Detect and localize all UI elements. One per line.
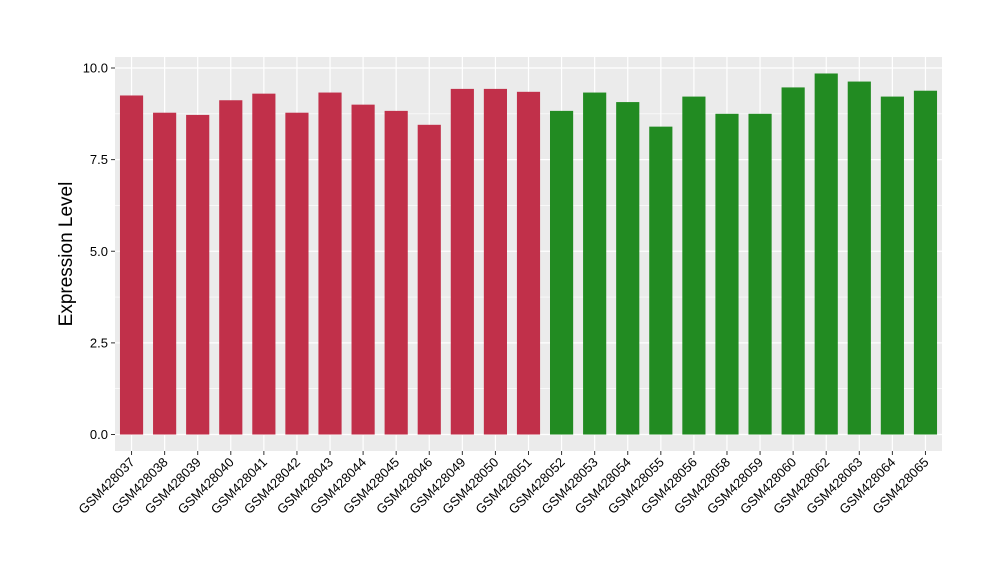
bar xyxy=(748,113,772,435)
bar xyxy=(814,73,838,435)
bar xyxy=(516,91,541,435)
bar xyxy=(880,96,904,435)
y-tick-label: 2.5 xyxy=(90,335,108,350)
bar xyxy=(153,112,177,435)
x-axis: GSM428037GSM428038GSM428039GSM428040GSM4… xyxy=(75,451,932,517)
bar xyxy=(384,110,408,435)
bar xyxy=(715,113,739,435)
bar xyxy=(550,110,574,435)
bar xyxy=(417,124,441,435)
y-tick-label: 10.0 xyxy=(83,60,108,75)
y-axis-title: Expression Level xyxy=(56,182,77,327)
bar xyxy=(219,100,243,435)
y-tick-label: 7.5 xyxy=(90,152,108,167)
y-axis: 0.0 2.5 5.0 7.5 10.0 xyxy=(83,60,115,442)
bar xyxy=(318,92,342,435)
bar xyxy=(285,112,309,435)
y-tick-label: 0.0 xyxy=(90,427,108,442)
bar xyxy=(649,126,673,435)
bar xyxy=(186,114,210,435)
bar xyxy=(913,90,938,435)
bar xyxy=(616,102,640,435)
bar xyxy=(252,93,276,435)
bars xyxy=(119,73,938,435)
bar xyxy=(483,88,507,435)
bar xyxy=(847,81,871,435)
y-tick-label: 5.0 xyxy=(90,244,108,259)
bar xyxy=(781,87,805,435)
bar xyxy=(351,104,375,435)
bar xyxy=(450,88,474,435)
bar xyxy=(119,95,144,435)
bar xyxy=(583,92,607,435)
bar xyxy=(682,96,706,435)
